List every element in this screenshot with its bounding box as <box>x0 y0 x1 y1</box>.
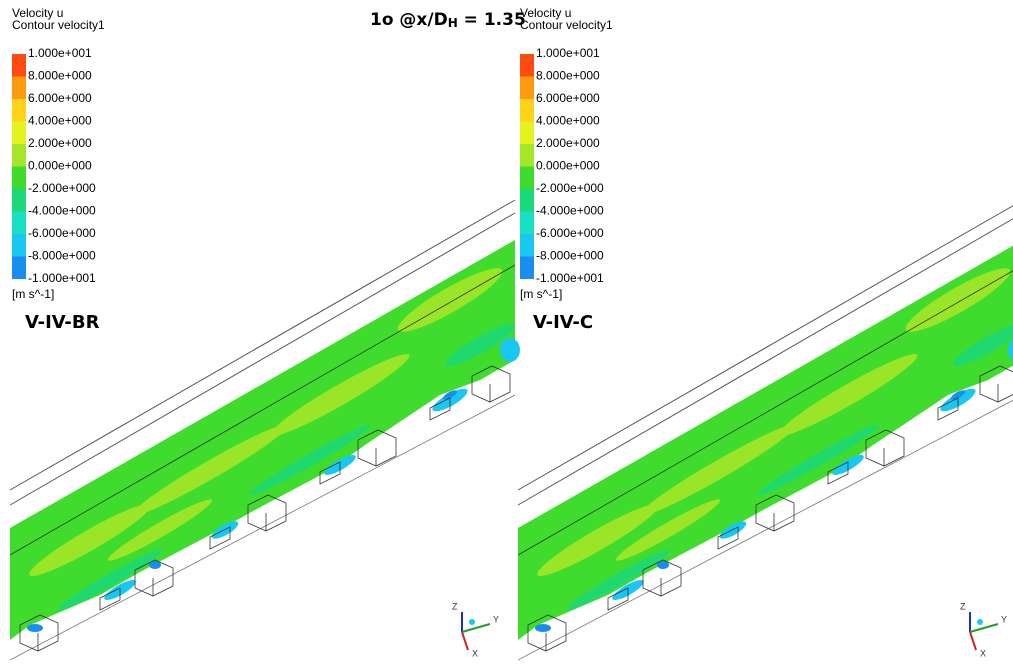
panel-label: V-IV-C <box>533 312 593 333</box>
legend-swatch <box>520 166 534 189</box>
legend-swatch <box>520 256 534 279</box>
legend-level: 8.000e+000 <box>28 69 92 83</box>
legend-swatch <box>12 144 26 167</box>
legend-swatch <box>520 76 534 99</box>
legend-level: -1.000e+001 <box>536 271 604 285</box>
legend-level: 6.000e+000 <box>28 91 92 105</box>
legend-level: 1.000e+001 <box>28 46 92 60</box>
axis-x: X <box>472 648 478 658</box>
legend-level: 4.000e+000 <box>536 114 600 128</box>
legend-swatch <box>520 144 534 167</box>
axis-z: Z <box>960 601 966 611</box>
legend-swatch <box>12 166 26 189</box>
legend-title: Velocity u <box>520 6 571 20</box>
axis-z: Z <box>452 601 458 611</box>
legend-swatch <box>520 189 534 212</box>
legend-swatch <box>12 76 26 99</box>
legend-swatch <box>12 54 26 77</box>
contour-scene <box>9 199 521 661</box>
unit: [m s^-1] <box>520 287 562 301</box>
legend-title: Velocity u <box>12 6 63 20</box>
legend-swatch <box>12 211 26 234</box>
legend-swatch <box>12 99 26 122</box>
legend-level: 2.000e+000 <box>536 136 600 150</box>
axis-y: Y <box>493 614 499 624</box>
legend-level: -4.000e+000 <box>28 204 96 218</box>
legend-level: -8.000e+000 <box>536 249 604 263</box>
title: 1o @x/DH = 1.35 <box>370 10 526 30</box>
legend-level: -6.000e+000 <box>536 226 604 240</box>
legend-swatch <box>12 234 26 257</box>
legend-level: 0.000e+000 <box>28 159 92 173</box>
legend-level: -8.000e+000 <box>28 249 96 263</box>
legend-swatch <box>520 121 534 144</box>
legend-subtitle: Contour velocity1 <box>520 18 613 32</box>
legend-swatch <box>12 189 26 212</box>
legend-level: 2.000e+000 <box>28 136 92 150</box>
legend-swatch <box>12 256 26 279</box>
legend-level: -2.000e+000 <box>28 181 96 195</box>
panel-label: V-IV-BR <box>25 312 100 333</box>
legend-subtitle: Contour velocity1 <box>12 18 105 32</box>
axis-y: Y <box>1001 614 1007 624</box>
legend-level: -2.000e+000 <box>536 181 604 195</box>
legend-swatch <box>520 211 534 234</box>
unit: [m s^-1] <box>12 287 54 301</box>
legend-level: 6.000e+000 <box>536 91 600 105</box>
legend-swatch <box>520 99 534 122</box>
legend-swatch <box>12 121 26 144</box>
legend-level: 8.000e+000 <box>536 69 600 83</box>
legend-level: 0.000e+000 <box>536 159 600 173</box>
legend-level: 1.000e+001 <box>536 46 600 60</box>
legend-level: 4.000e+000 <box>28 114 92 128</box>
legend-level: -1.000e+001 <box>28 271 96 285</box>
legend-swatch <box>520 234 534 257</box>
axis-x: X <box>980 648 986 658</box>
legend-level: -4.000e+000 <box>536 204 604 218</box>
legend-swatch <box>520 54 534 77</box>
contour-scene <box>517 199 1013 661</box>
legend-level: -6.000e+000 <box>28 226 96 240</box>
